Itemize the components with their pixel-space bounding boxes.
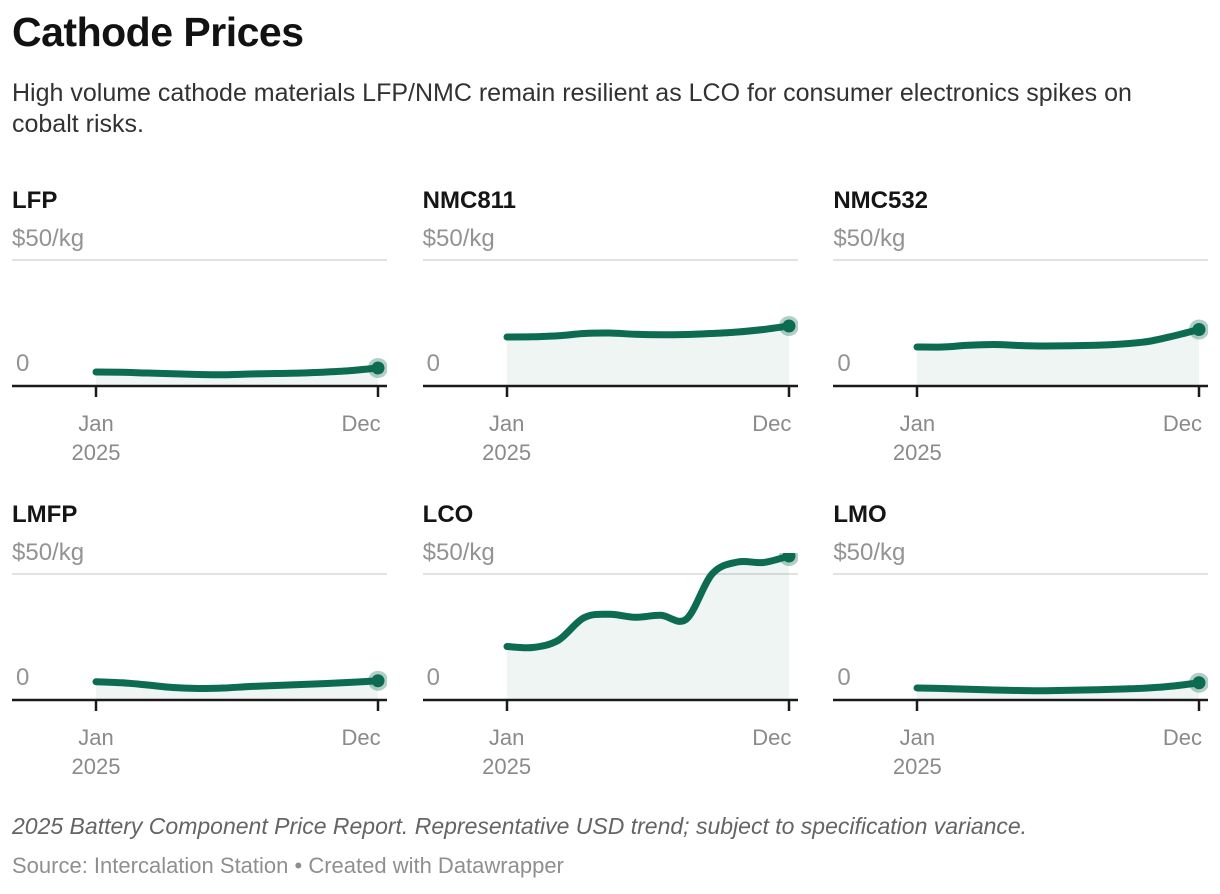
chart-notes: 2025 Battery Component Price Report. Rep…	[12, 813, 1028, 839]
trend-line	[913, 326, 1203, 351]
panel-lfp: LFP $50/kg 0 Jan 2025 Dec	[12, 187, 387, 465]
endpoint-dot	[371, 674, 385, 688]
y-max-label: $50/kg	[422, 225, 495, 252]
x-label-end: Dec	[1162, 725, 1202, 750]
endpoint-dot	[371, 361, 385, 375]
area-fill	[917, 329, 1200, 385]
x-label-month: Jan	[899, 411, 936, 436]
area-fill	[506, 326, 789, 385]
panel-nmc811: NMC811 $50/kg 0 Jan 2025 Dec	[422, 187, 798, 465]
y-zero-label: 0	[837, 664, 851, 691]
x-label-month: Jan	[78, 725, 114, 750]
x-label-month: Jan	[488, 411, 525, 436]
x-label-start: Jan 2025	[893, 409, 942, 467]
panel-title: LCO	[422, 501, 474, 528]
trend-line	[92, 364, 382, 379]
trend-line	[503, 322, 793, 341]
x-label-end: Dec	[341, 725, 381, 750]
line-area-chart-lco	[422, 553, 798, 711]
x-label-start: Jan 2025	[482, 723, 531, 781]
y-zero-label: 0	[837, 350, 851, 377]
x-label-start: Jan 2025	[72, 409, 121, 467]
line-area-chart-nmc811	[422, 259, 798, 397]
chart-title: Cathode Prices	[12, 9, 304, 55]
x-label-end: Dec	[1162, 411, 1202, 436]
area-fill	[506, 556, 789, 699]
x-label-start: Jan 2025	[482, 409, 531, 467]
x-label-year: 2025	[482, 440, 532, 465]
x-label-start: Jan 2025	[893, 723, 942, 781]
chart-source-byline: Source: Intercalation Station • Created …	[12, 853, 564, 878]
trend-line	[913, 679, 1203, 695]
x-label-month: Jan	[899, 725, 936, 750]
panel-title: NMC811	[422, 187, 517, 214]
panel-title: NMC532	[833, 187, 929, 214]
panel-lmfp: LMFP $50/kg 0 Jan 2025 Dec	[12, 501, 387, 779]
x-label-year: 2025	[482, 754, 532, 779]
panel-nmc532: NMC532 $50/kg 0 Jan 2025 Dec	[833, 187, 1209, 465]
endpoint-dot	[1192, 676, 1206, 690]
x-label-end: Dec	[341, 411, 381, 436]
panel-title: LMFP	[12, 501, 78, 528]
x-label-year: 2025	[71, 440, 121, 465]
endpoint-dot	[782, 319, 796, 333]
x-label-end: Dec	[752, 411, 792, 436]
endpoint-dot	[1192, 323, 1206, 336]
y-max-label: $50/kg	[12, 539, 85, 566]
y-zero-label: 0	[16, 664, 30, 691]
trend-line	[92, 677, 382, 693]
x-label-end: Dec	[752, 725, 792, 750]
line-area-chart-lfp	[12, 259, 387, 397]
trend-line	[503, 553, 793, 652]
y-zero-label: 0	[16, 350, 30, 377]
line-area-chart-lmo	[833, 573, 1209, 711]
chart-description: High volume cathode materials LFP/NMC re…	[12, 79, 1132, 138]
x-label-year: 2025	[71, 754, 121, 779]
endpoint-dot	[782, 553, 796, 563]
y-max-label: $50/kg	[422, 539, 495, 566]
small-multiples-grid: LFP $50/kg 0 Jan 2025 Dec NMC811 $50/kg	[12, 187, 1209, 779]
x-label-month: Jan	[78, 411, 114, 436]
x-label-month: Jan	[488, 725, 525, 750]
x-label-start: Jan 2025	[72, 723, 121, 781]
x-label-year: 2025	[892, 754, 942, 779]
panel-title: LMO	[833, 501, 887, 528]
panel-lco: LCO $50/kg 0 Jan 2025 Dec	[422, 501, 798, 779]
panel-title: LFP	[12, 187, 58, 214]
panel-lmo: LMO $50/kg 0 Jan 2025 Dec	[833, 501, 1209, 779]
y-max-label: $50/kg	[833, 539, 906, 566]
y-zero-label: 0	[426, 664, 441, 691]
x-label-year: 2025	[892, 440, 942, 465]
y-max-label: $50/kg	[833, 225, 906, 252]
y-max-label: $50/kg	[12, 225, 85, 252]
line-area-chart-nmc532	[833, 259, 1209, 397]
line-area-chart-lmfp	[12, 573, 387, 711]
y-zero-label: 0	[426, 350, 441, 377]
